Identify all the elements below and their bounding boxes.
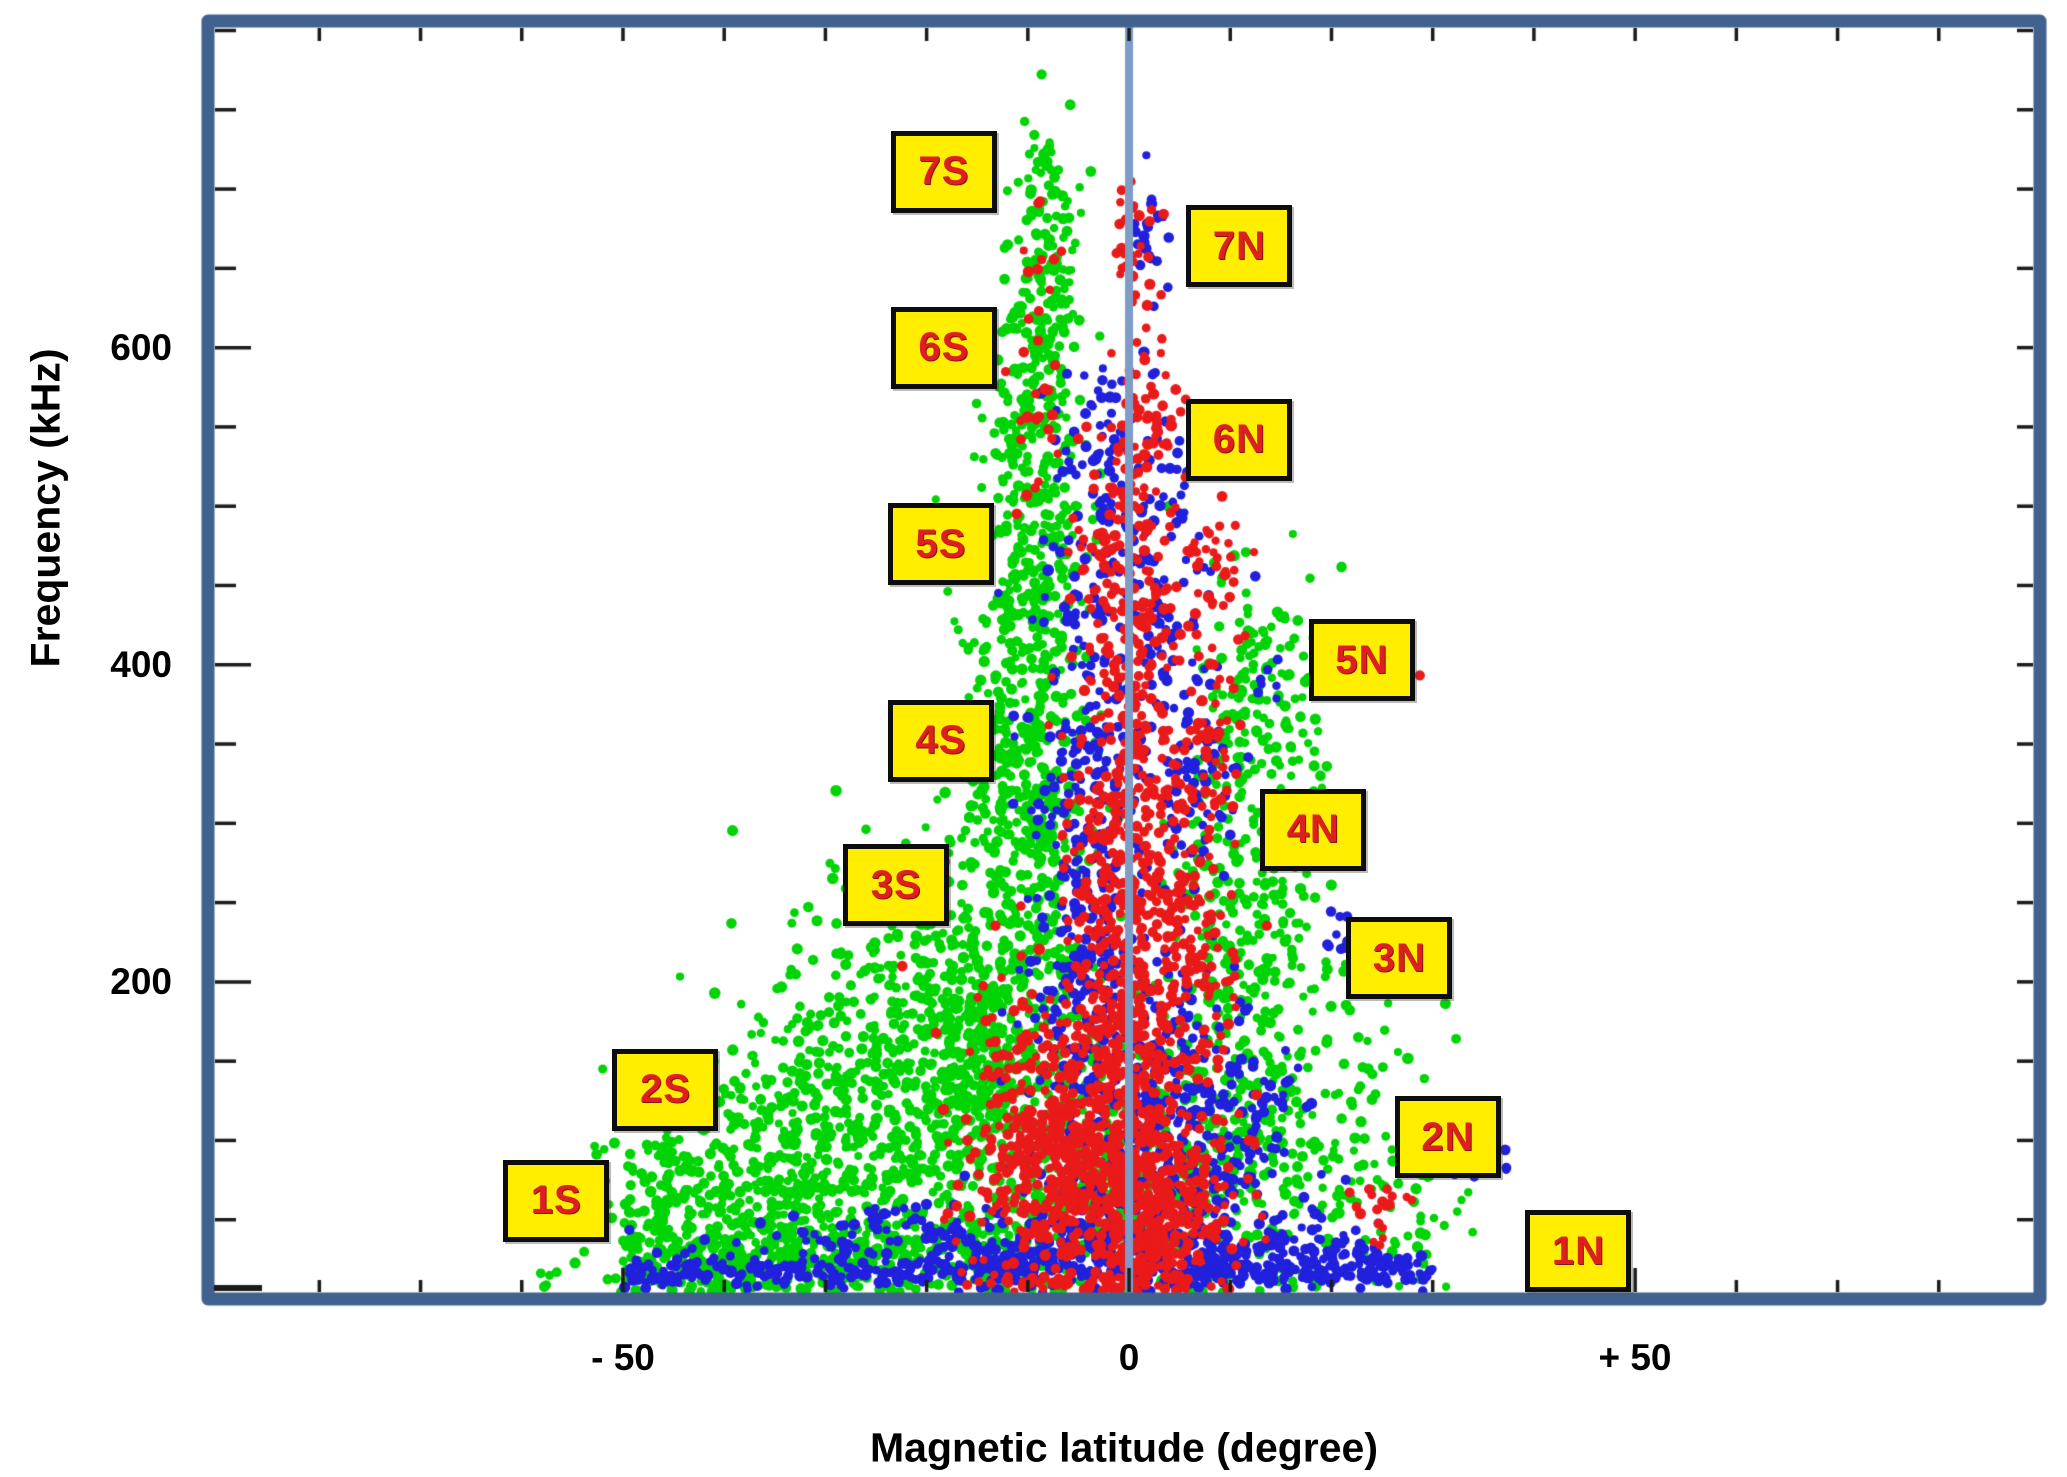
harmonic-label-2S: 2S <box>612 1048 719 1131</box>
harmonic-label-6N: 6N <box>1186 398 1293 481</box>
harmonic-label-1N: 1N <box>1525 1210 1632 1293</box>
x-tick-label-plus50: + 50 <box>1598 1337 1672 1378</box>
harmonic-label-text: 1N <box>1551 1228 1606 1273</box>
harmonic-label-text: 5N <box>1335 637 1389 682</box>
harmonic-label-5S: 5S <box>887 503 994 586</box>
x-axis-title: Magnetic latitude (degree) <box>869 1424 1379 1471</box>
harmonic-label-2N: 2N <box>1394 1096 1501 1179</box>
harmonic-label-7N: 7N <box>1186 205 1293 288</box>
harmonic-label-text: 7S <box>918 149 970 194</box>
harmonic-label-6S: 6S <box>890 306 997 389</box>
harmonic-label-text: 4S <box>915 718 967 763</box>
harmonic-label-text: 4N <box>1286 807 1340 852</box>
y-axis-title: Frequency (kHz) <box>22 348 69 668</box>
harmonic-label-text: 2S <box>640 1067 691 1112</box>
harmonic-label-text: 7N <box>1212 223 1266 268</box>
harmonic-label-5N: 5N <box>1308 619 1415 701</box>
harmonic-label-text: 5S <box>915 521 967 566</box>
harmonic-label-text: 6S <box>918 325 970 370</box>
harmonic-label-3S: 3S <box>843 844 950 927</box>
harmonic-label-3N: 3N <box>1346 917 1453 1000</box>
harmonic-label-text: 6N <box>1212 417 1266 462</box>
harmonic-label-4S: 4S <box>887 699 994 782</box>
y-tick-label-200: 200 <box>110 961 172 1002</box>
harmonic-label-7S: 7S <box>890 130 997 213</box>
harmonic-label-text: 3N <box>1372 935 1426 980</box>
harmonic-label-text: 3S <box>870 862 922 907</box>
harmonic-label-4N: 4N <box>1260 788 1367 871</box>
y-tick-label-600: 600 <box>110 327 172 368</box>
harmonic-label-1S: 1S <box>503 1159 610 1242</box>
y-tick-label-400: 400 <box>110 644 172 685</box>
harmonic-label-text: 2N <box>1421 1114 1475 1159</box>
harmonic-label-text: 1S <box>530 1178 582 1223</box>
x-tick-label-0: 0 <box>1118 1337 1140 1378</box>
x-tick-label-minus50: - 50 <box>591 1337 655 1378</box>
